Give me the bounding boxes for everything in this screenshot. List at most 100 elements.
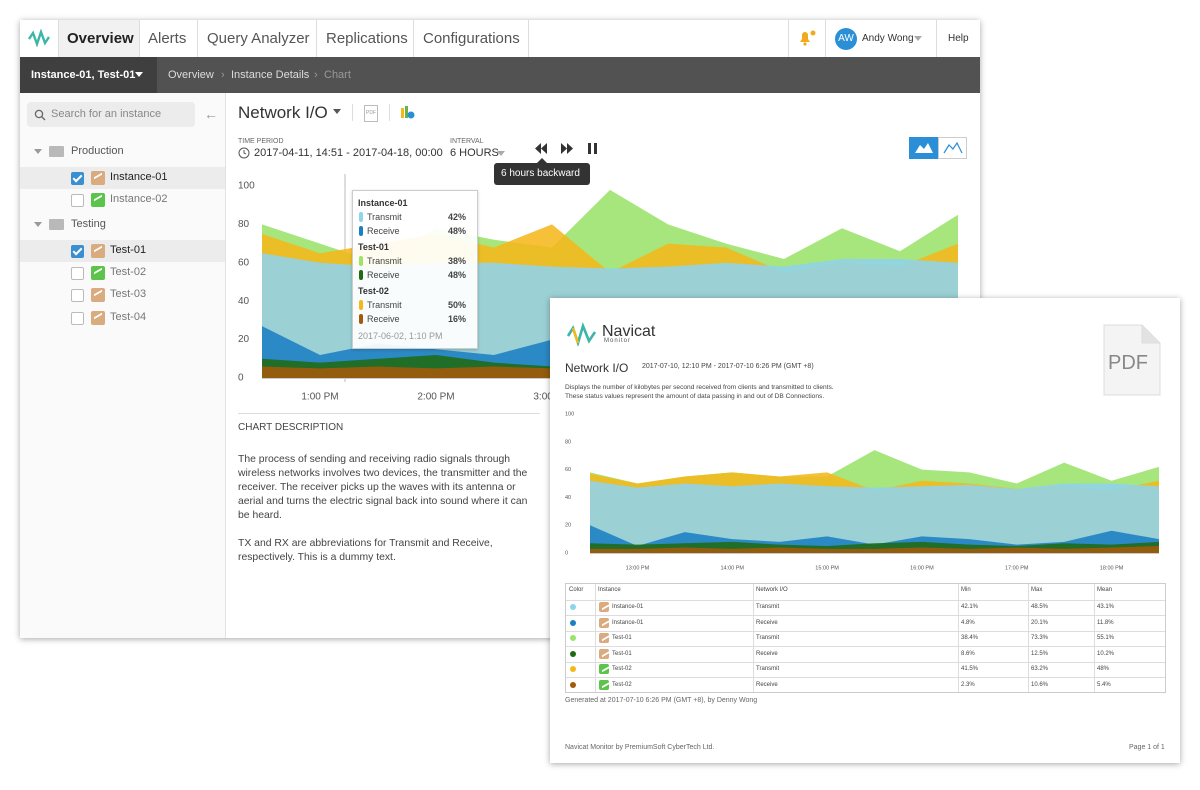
- clock-icon: [238, 147, 250, 159]
- tooltip-value: 38%: [448, 256, 467, 266]
- interval-select[interactable]: 6 HOURS: [450, 147, 499, 159]
- logo: [28, 29, 50, 47]
- user-name[interactable]: Andy Wong: [862, 33, 914, 44]
- breadcrumb-link[interactable]: Instance Details: [231, 69, 310, 81]
- active-tab-bg: [58, 20, 140, 57]
- x-tick-label: 14:00 PM: [720, 565, 744, 571]
- checkbox[interactable]: [71, 245, 84, 258]
- checkbox[interactable]: [71, 312, 84, 325]
- dropdown-arrow[interactable]: [333, 109, 341, 118]
- report-description: These status values represent the amount…: [565, 393, 825, 400]
- color-dot: [570, 604, 576, 610]
- table-cell: 10.6%: [1031, 681, 1049, 688]
- nav-tab[interactable]: Overview: [67, 30, 134, 47]
- tooltip-group: Test-02: [358, 286, 389, 296]
- table-cell: 20.1%: [1031, 619, 1049, 626]
- report-page: Page 1 of 1: [1129, 744, 1165, 751]
- instance-name[interactable]: Test-03: [110, 288, 147, 300]
- separator: [788, 20, 789, 57]
- instance-name[interactable]: Test-02: [110, 266, 147, 278]
- help-link[interactable]: Help: [948, 33, 969, 44]
- breadcrumb-sep: ›: [314, 69, 318, 81]
- y-tick-label: 40: [565, 495, 571, 501]
- instance-icon: [91, 288, 105, 302]
- instance-icon: [91, 311, 105, 325]
- dropdown-arrow: [135, 72, 143, 81]
- area: [590, 480, 1159, 553]
- instance-name[interactable]: Test-04: [110, 311, 147, 323]
- breadcrumb-current: Chart: [324, 69, 351, 81]
- row-border: [566, 661, 1165, 663]
- x-tick-label: 18:00 PM: [1100, 565, 1124, 571]
- report-footer: Navicat Monitor by PremiumSoft CyberTech…: [565, 744, 715, 751]
- nav-tab[interactable]: Replications: [326, 30, 408, 47]
- row-border: [566, 646, 1165, 647]
- nav-tab[interactable]: Configurations: [423, 30, 520, 47]
- search-box[interactable]: [27, 102, 195, 127]
- instance-selector[interactable]: Instance-01, Test-01: [31, 69, 136, 81]
- column-border: [753, 584, 754, 692]
- avatar[interactable]: AW: [835, 28, 857, 50]
- y-tick-label: 100: [565, 411, 574, 417]
- report-table: Color Instance Network I/O Min Max Mean Instan…: [565, 583, 1166, 693]
- description-text: The process of sending and receiving rad…: [238, 454, 528, 521]
- search-placeholder: Search for an instance: [51, 108, 162, 120]
- instance-icon: [91, 266, 105, 280]
- chart-type-toggle[interactable]: [909, 137, 968, 160]
- table-cell: 4.8%: [961, 619, 975, 626]
- pdf-file-icon: [1103, 324, 1161, 396]
- color-dot: [570, 681, 576, 688]
- table-cell: 63.2%: [1031, 666, 1049, 672]
- table-cell: 42.1%: [961, 604, 979, 610]
- table-cell: 11.8%: [1097, 619, 1114, 626]
- y-tick-label: 100: [238, 181, 255, 192]
- nav-tab[interactable]: Alerts: [148, 30, 187, 47]
- table-cell: 73.3%: [1031, 635, 1049, 641]
- collapse-arrow[interactable]: ←: [204, 106, 218, 122]
- nav-bar: [20, 20, 980, 58]
- instance-icon: [91, 171, 105, 185]
- group-name: Testing: [71, 218, 106, 230]
- instance-name[interactable]: Instance-02: [110, 193, 168, 205]
- x-tick-label: 1:00 PM: [301, 392, 338, 403]
- table-header: Network I/O: [756, 587, 788, 593]
- selector-bg: [20, 57, 157, 93]
- instance-name[interactable]: Instance-01: [110, 171, 168, 183]
- bell-icon[interactable]: [798, 30, 816, 46]
- time-period[interactable]: 2017-04-11, 14:51 - 2017-04-18, 00:00: [254, 147, 443, 159]
- color-dot: [570, 650, 576, 657]
- y-tick-label: 60: [565, 467, 571, 473]
- tooltip-swatch: [359, 226, 363, 236]
- x-tick-label: 16:00 PM: [910, 565, 934, 571]
- breadcrumb-bar: [20, 57, 980, 93]
- playback-controls[interactable]: [534, 142, 600, 155]
- row-border: [566, 615, 1165, 616]
- separator: [528, 20, 529, 57]
- report-icon[interactable]: [400, 105, 415, 120]
- pdf-export[interactable]: PDF: [364, 105, 378, 122]
- table-cell: Transmit: [756, 635, 780, 641]
- expand-arrow[interactable]: [34, 149, 42, 158]
- checkbox[interactable]: [71, 194, 84, 207]
- y-tick-label: 80: [238, 219, 250, 230]
- column-border: [1094, 584, 1095, 692]
- checkbox[interactable]: [71, 267, 84, 280]
- tooltip-label: Receive: [367, 226, 400, 236]
- expand-arrow[interactable]: [34, 222, 42, 231]
- pdf-file-label: PDF: [1108, 352, 1148, 374]
- instance-name[interactable]: Test-01: [110, 244, 147, 256]
- y-tick-label: 80: [565, 439, 571, 445]
- row-border: [566, 630, 1165, 632]
- x-tick-label: 15:00 PM: [815, 565, 839, 571]
- report-generated: Generated at 2017-07-10 6:26 PM (GMT +8)…: [565, 697, 758, 704]
- breadcrumb-link[interactable]: Overview: [168, 69, 214, 81]
- tooltip-value: 50%: [448, 300, 467, 310]
- table-cell: Instance-01: [612, 619, 644, 626]
- checkbox[interactable]: [71, 172, 84, 185]
- tooltip-value: 48%: [448, 270, 467, 280]
- column-border: [958, 584, 959, 692]
- table-cell: 48.5%: [1031, 604, 1049, 610]
- checkbox[interactable]: [71, 289, 84, 302]
- nav-tab[interactable]: Query Analyzer: [207, 30, 310, 47]
